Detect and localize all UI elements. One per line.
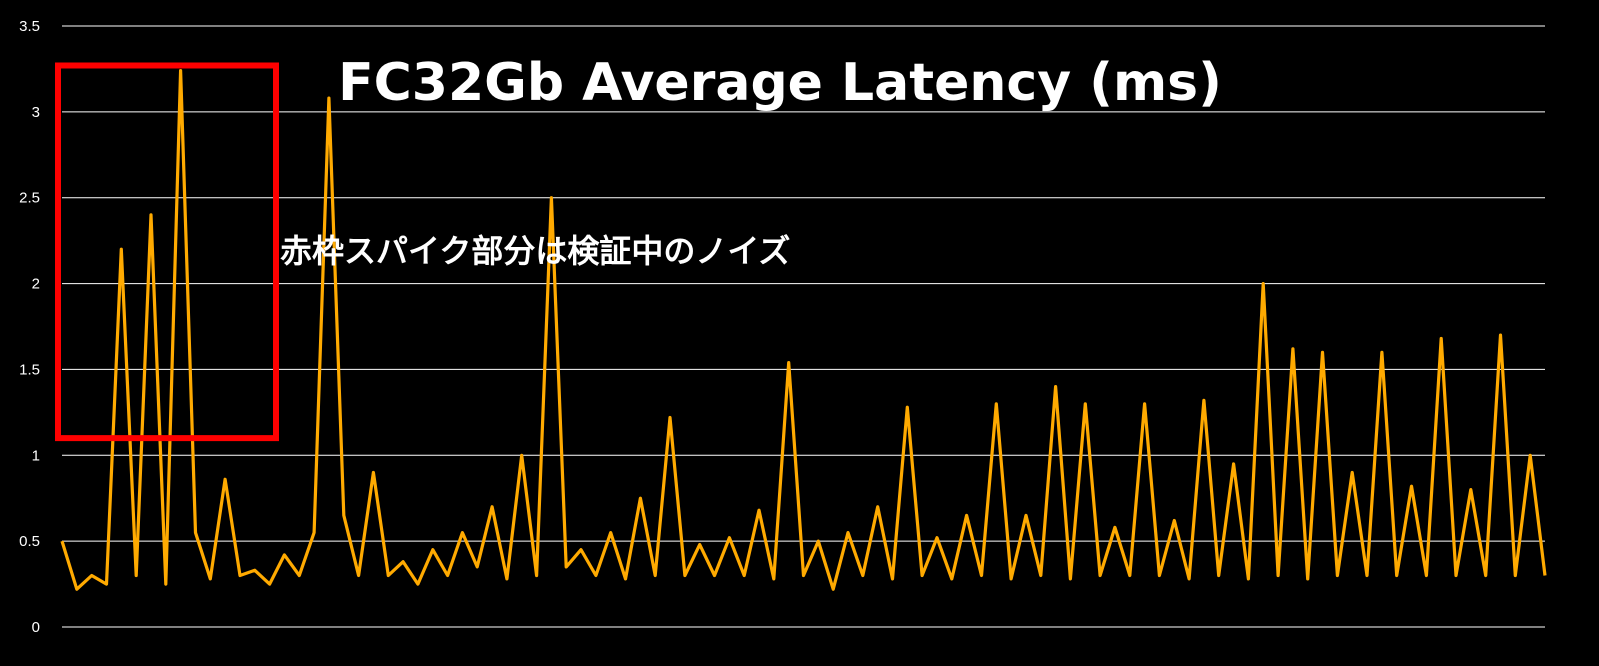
noise-annotation: 赤枠スパイク部分は検証中のノイズ: [280, 232, 790, 270]
chart-title: FC32Gb Average Latency (ms): [338, 53, 1222, 113]
y-tick-label: 3.5: [19, 18, 40, 35]
latency-series-line: [60, 69, 1547, 591]
y-tick-label: 0: [32, 619, 40, 636]
y-tick-label: 1: [32, 447, 40, 464]
y-tick-label: 2: [32, 276, 40, 293]
y-tick-label: 3: [32, 104, 40, 121]
y-tick-label: 1.5: [19, 361, 40, 378]
gridlines: [62, 25, 1545, 628]
y-tick-label: 0.5: [19, 533, 40, 550]
y-tick-label: 2.5: [19, 190, 40, 207]
noise-highlight-box: [55, 62, 279, 442]
y-axis-ticks: 0 0.5 1 1.5 2 2.5 3 3.5: [19, 18, 40, 636]
